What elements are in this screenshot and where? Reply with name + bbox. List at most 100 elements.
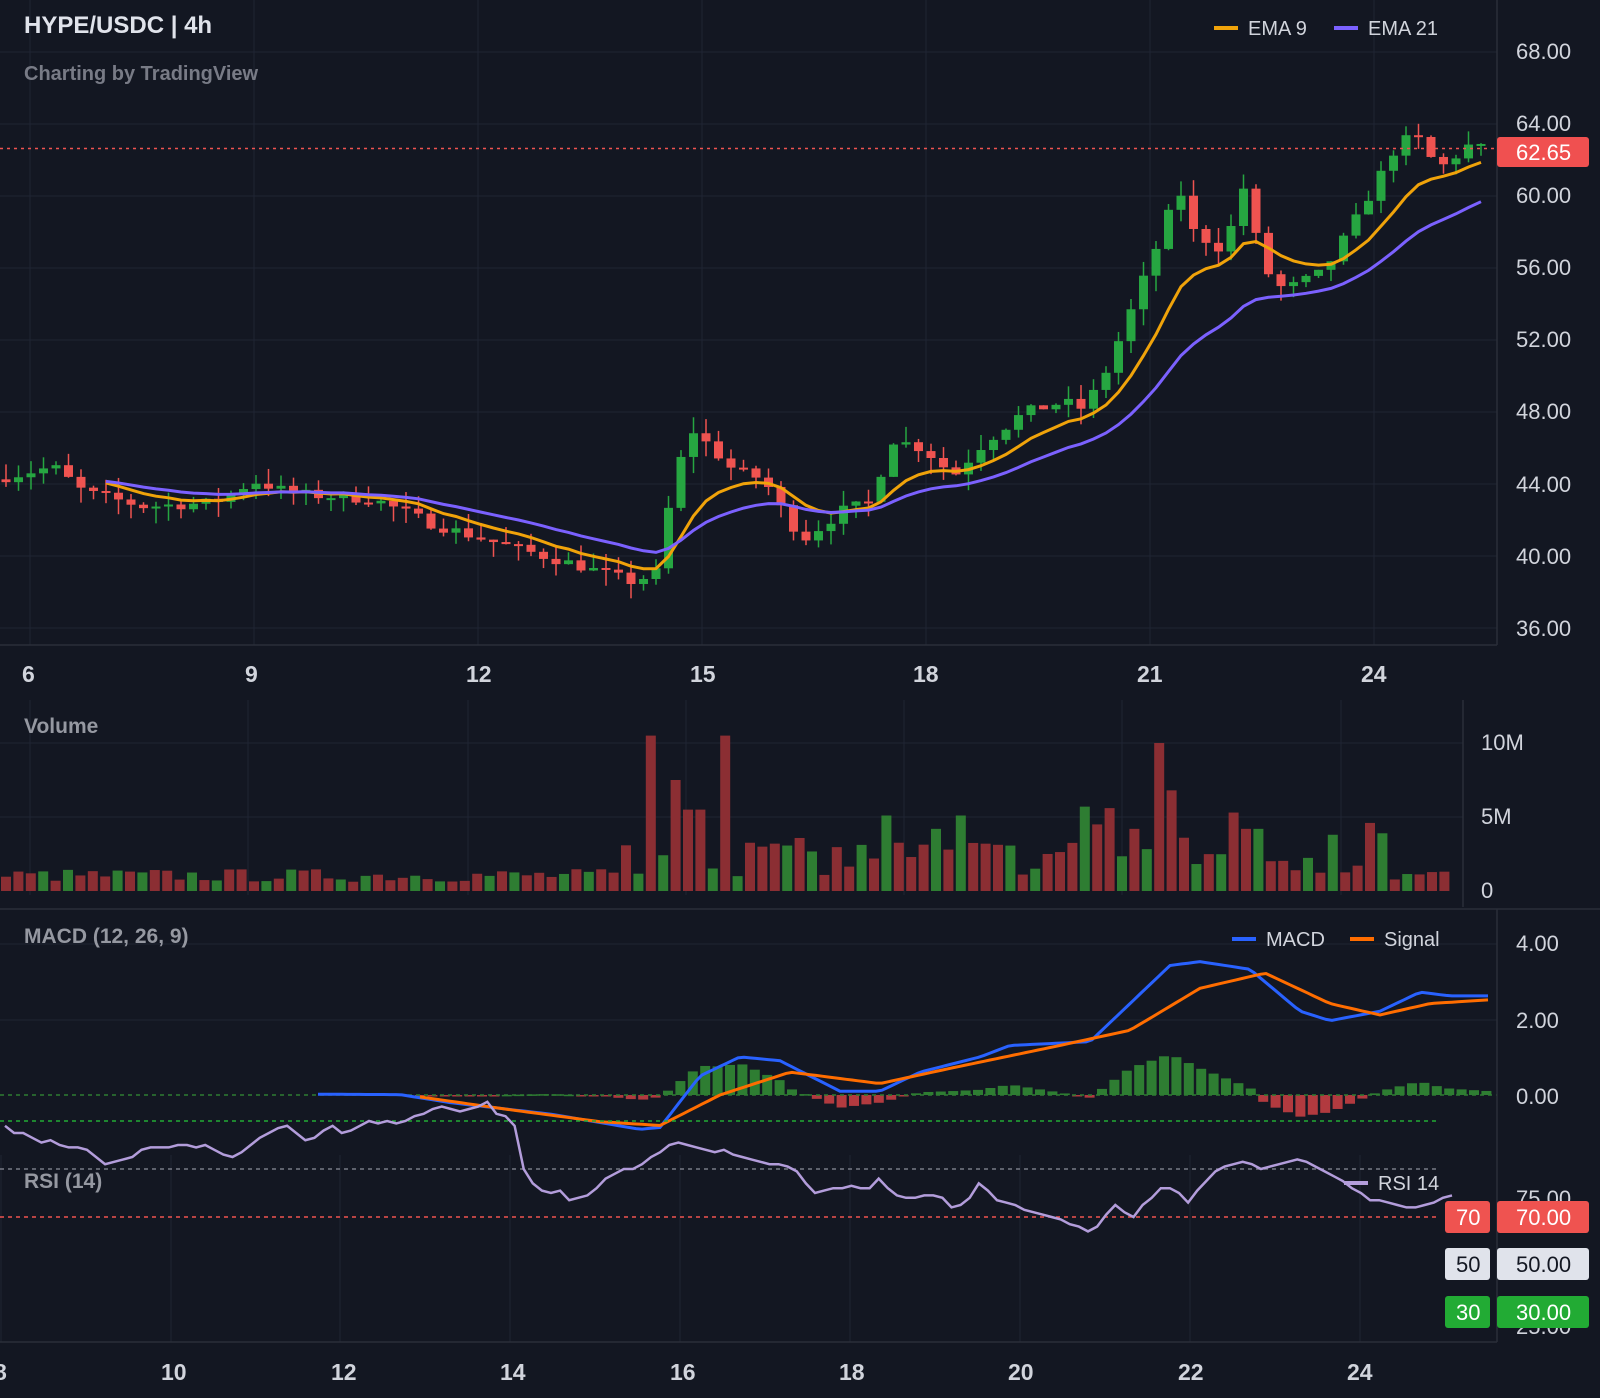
candle-body	[1176, 195, 1186, 210]
ema9-legend-label: EMA 9	[1248, 18, 1307, 40]
volume-bar	[534, 872, 545, 891]
macd-histogram-bar	[1159, 1056, 1169, 1095]
volume-bar	[621, 845, 631, 891]
volume-bar	[931, 828, 941, 891]
volume-tick: 0	[1481, 878, 1493, 903]
macd-histogram-bar	[886, 1095, 897, 1100]
volume-bar	[571, 869, 582, 891]
volume-bar	[1352, 865, 1363, 891]
macd-histogram-bar	[489, 1095, 500, 1097]
chart-title: HYPE/USDC | 4h	[24, 12, 212, 39]
volume-bar	[1315, 872, 1326, 891]
macd-histogram-bar	[861, 1095, 872, 1105]
macd-histogram-bar	[948, 1091, 959, 1095]
volume-bar	[596, 869, 607, 891]
volume-bar	[1092, 824, 1103, 891]
volume-bar	[286, 869, 297, 891]
last-price-tag: 62.65	[1497, 137, 1589, 167]
candle-body	[439, 528, 448, 533]
price-tick: 60.00	[1516, 183, 1571, 208]
volume-bar	[1389, 879, 1400, 891]
volume-bar	[1017, 874, 1028, 891]
volume-bar	[732, 876, 743, 891]
candle-body	[914, 442, 923, 452]
candle-body	[651, 568, 661, 579]
volume-bar	[1402, 874, 1413, 891]
macd-histogram-bar	[1109, 1079, 1120, 1095]
candle-body	[126, 499, 136, 505]
volume-bar	[943, 849, 954, 891]
volume-bar	[546, 876, 557, 891]
macd-histogram-bar	[873, 1095, 884, 1103]
candle-body	[1201, 228, 1211, 243]
price-tick: 44.00	[1516, 472, 1571, 497]
candle-body	[726, 458, 736, 468]
volume-bar	[608, 872, 619, 891]
macd-histogram-bar	[1307, 1095, 1318, 1115]
candle-body	[1039, 405, 1048, 410]
volume-bar	[125, 871, 135, 891]
time-tick: 15	[690, 661, 716, 687]
macd-histogram-bar	[514, 1094, 525, 1097]
candle-body	[1301, 275, 1311, 283]
macd-histogram-bar	[923, 1091, 934, 1095]
candle-body	[476, 537, 486, 540]
candle-body	[39, 468, 48, 474]
price-tick: 36.00	[1516, 616, 1571, 641]
candle-body	[1139, 275, 1148, 310]
volume-bar	[695, 809, 706, 891]
macd-histogram-bar	[1456, 1089, 1467, 1095]
macd-histogram-bar	[1345, 1095, 1355, 1104]
volume-bar	[435, 881, 445, 891]
volume-bar	[559, 873, 569, 891]
candle-body	[101, 490, 111, 493]
volume-bar	[298, 870, 309, 891]
volume-bar	[1117, 856, 1127, 891]
macd-tick: 0.00	[1516, 1084, 1559, 1109]
volume-bar	[1228, 812, 1239, 891]
candle-body	[1164, 209, 1173, 249]
macd-histogram-bar	[1171, 1057, 1182, 1095]
candle-body	[1376, 170, 1386, 201]
candle-body	[889, 444, 898, 477]
candle-body	[589, 567, 598, 571]
volume-bar	[187, 872, 197, 891]
candle-body	[639, 578, 648, 585]
macd-histogram-bar	[464, 1095, 475, 1097]
volume-bar	[1055, 852, 1065, 891]
candle-body	[1464, 144, 1473, 159]
macd-axis-labels: 4.00 2.00 0.00	[1516, 931, 1559, 1109]
rsi-legend: RSI 14	[1344, 1173, 1439, 1195]
volume-bar	[13, 871, 24, 891]
time-tick: 24	[1361, 661, 1387, 687]
candle-body	[1239, 188, 1248, 227]
price-tick: 52.00	[1516, 327, 1571, 352]
candle-body	[1339, 235, 1348, 262]
volume-bar	[174, 879, 185, 891]
candle-body	[1251, 188, 1261, 233]
macd-histogram-bar	[1183, 1063, 1194, 1095]
candle-body	[401, 506, 411, 509]
rsi-30-label: 30.00	[1516, 1300, 1571, 1325]
volume-bar	[385, 880, 396, 891]
volume-bar	[149, 870, 160, 891]
volume-bar	[521, 875, 532, 891]
candle-body	[801, 531, 811, 541]
volume-bar	[720, 735, 731, 891]
volume-bar	[757, 846, 768, 891]
macd-histogram-bar	[1481, 1090, 1492, 1095]
time-tick: 6	[22, 661, 35, 687]
volume-bar	[782, 845, 793, 891]
candle-body	[1, 479, 11, 483]
volume-bar	[484, 875, 495, 891]
volume-bar	[1290, 870, 1301, 891]
candle-body	[339, 493, 348, 499]
rsi-time-tick: 16	[670, 1359, 696, 1385]
volume-axis-labels: 10M 5M 0	[1481, 730, 1524, 903]
volume-bar	[63, 869, 73, 891]
candle-body	[1401, 135, 1411, 156]
macd-histogram-bar	[1295, 1095, 1306, 1117]
volume-bar	[1427, 872, 1437, 891]
macd-histogram-bar	[1320, 1095, 1331, 1113]
